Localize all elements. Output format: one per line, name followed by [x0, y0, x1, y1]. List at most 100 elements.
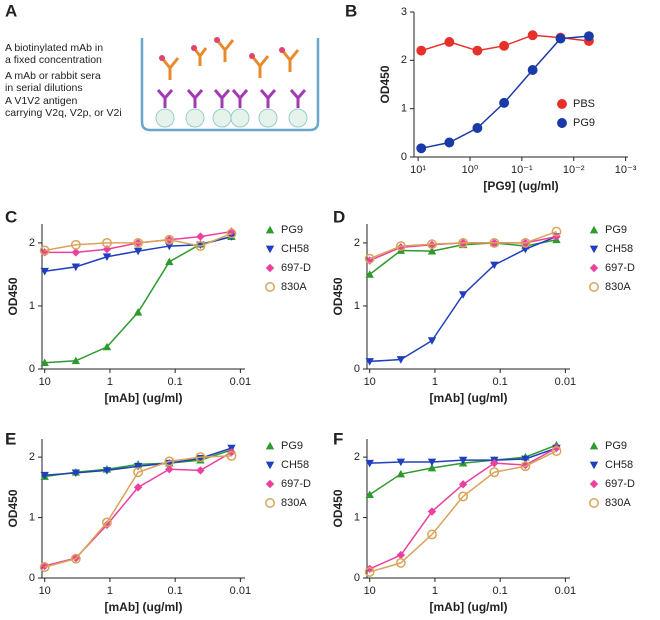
data-point	[427, 337, 437, 345]
data-point	[195, 452, 206, 463]
legend-marker	[265, 441, 275, 450]
x-tick-label: 0.01	[555, 585, 576, 597]
legend-marker	[589, 282, 599, 292]
legend-label: 830A	[281, 281, 307, 293]
panel-letter: F	[333, 429, 343, 448]
legend-marker	[589, 461, 599, 470]
x-tick-label: 10⁰	[462, 164, 479, 176]
legend-label: CH58	[605, 243, 633, 255]
data-point	[490, 458, 499, 468]
y-tick-label: 0	[401, 151, 407, 163]
data-point	[133, 467, 144, 478]
x-tick-label: 0.1	[493, 585, 508, 597]
data-point	[39, 562, 50, 573]
y-tick-label: 1	[354, 511, 360, 523]
y-tick-label: 1	[401, 103, 407, 115]
data-point	[364, 567, 375, 577]
legend-marker	[265, 479, 275, 489]
data-point	[39, 245, 50, 256]
legend-marker	[265, 245, 275, 254]
legend-marker	[265, 263, 275, 273]
x-tick-label: 10	[39, 376, 51, 388]
fit-line	[44, 455, 232, 568]
legend-label: CH58	[281, 459, 309, 471]
data-point	[70, 553, 81, 564]
diagram-caption: in serial dilutions	[5, 82, 83, 94]
x-tick-label: 10⁻¹	[511, 164, 533, 176]
data-point	[416, 45, 427, 56]
data-point	[499, 40, 510, 51]
data-point	[521, 455, 530, 464]
legend-label: PG9	[605, 224, 627, 236]
legend-marker	[265, 225, 275, 234]
y-tick-label: 0	[29, 572, 35, 584]
data-point	[102, 517, 112, 528]
data-point	[365, 490, 374, 498]
legend-marker	[589, 225, 599, 234]
legend-marker	[557, 118, 567, 128]
y-tick-label: 1	[29, 300, 35, 312]
data-point	[427, 463, 437, 472]
data-point	[583, 31, 594, 42]
data-point	[489, 237, 500, 248]
x-tick-label: 0.01	[230, 585, 251, 597]
data-point	[71, 263, 81, 272]
y-axis-title: OD450	[6, 489, 20, 527]
data-point	[472, 45, 483, 56]
data-point	[427, 246, 437, 255]
y-tick-label: 0	[354, 572, 360, 584]
fit-line	[369, 235, 557, 363]
data-point	[165, 257, 174, 266]
legend-label: 697-D	[605, 262, 635, 274]
data-point	[102, 237, 112, 248]
data-point	[365, 564, 374, 574]
x-tick-label: 10⁻³	[615, 164, 637, 176]
data-point	[71, 356, 81, 365]
data-point	[226, 228, 237, 239]
legend-marker	[589, 263, 599, 273]
legend-label: PBS	[573, 98, 595, 110]
data-point	[133, 308, 143, 316]
data-point	[133, 483, 143, 492]
data-point	[416, 143, 427, 154]
y-tick-label: 2	[354, 451, 360, 463]
data-point	[71, 469, 81, 478]
y-tick-label: 0	[354, 363, 360, 375]
x-tick-label: 10	[364, 585, 376, 597]
data-point	[520, 237, 531, 248]
data-point	[40, 471, 49, 480]
legend-marker	[589, 441, 599, 450]
y-axis-title: OD450	[331, 277, 345, 315]
data-point	[527, 65, 538, 75]
x-axis-title: [PG9] (ug/ml)	[483, 179, 558, 193]
x-tick-label: 10	[39, 585, 51, 597]
data-point	[165, 242, 174, 251]
data-point	[551, 226, 562, 237]
panel-letter: C	[5, 207, 17, 226]
x-tick-label: 0.1	[168, 376, 183, 388]
data-point	[489, 467, 500, 478]
fit-line	[421, 35, 589, 150]
data-point	[427, 458, 437, 467]
y-tick-label: 2	[354, 237, 360, 249]
x-axis-title: [mAb] (ug/ml)	[430, 600, 508, 614]
data-point	[102, 520, 112, 530]
panel-letter: B	[345, 1, 357, 20]
data-point	[458, 237, 469, 248]
data-point	[444, 137, 455, 148]
data-point	[444, 37, 455, 47]
legend-label: CH58	[605, 459, 633, 471]
fit-line	[369, 230, 557, 260]
x-tick-label: 1	[107, 376, 113, 388]
data-point	[133, 237, 144, 248]
y-axis-title: OD450	[6, 277, 20, 315]
data-point	[102, 467, 112, 475]
data-point	[196, 232, 205, 241]
data-point	[396, 458, 406, 467]
data-point	[365, 459, 374, 468]
y-tick-label: 1	[354, 300, 360, 312]
y-axis-title: OD450	[331, 489, 345, 527]
legend-label: PG9	[573, 117, 595, 129]
panel-letter: E	[5, 429, 16, 448]
